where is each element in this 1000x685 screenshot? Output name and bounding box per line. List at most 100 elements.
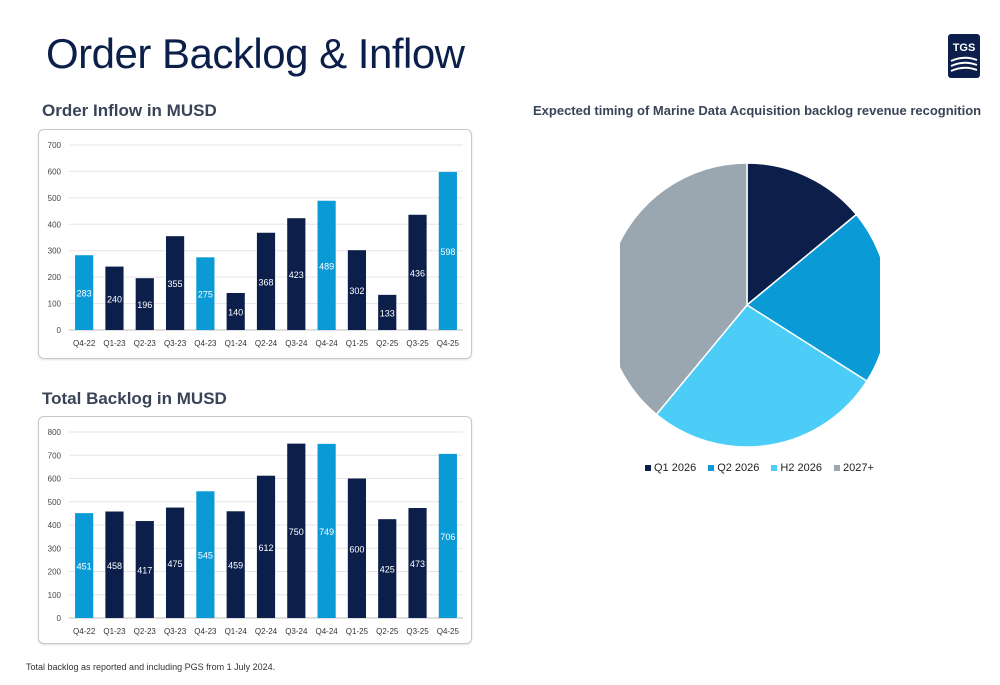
y-tick-label: 0 — [57, 614, 62, 623]
y-tick-label: 400 — [48, 220, 62, 229]
bar — [408, 214, 427, 330]
data-label: 473 — [410, 559, 425, 569]
pie-legend: Q1 2026 Q2 2026 H2 2026 2027+ — [645, 462, 874, 474]
data-label: 489 — [319, 261, 334, 271]
inflow-chart-title: Order Inflow in MUSD — [42, 101, 217, 120]
x-tick-label: Q2-25 — [376, 627, 399, 636]
data-label: 140 — [228, 308, 243, 318]
legend-label: Q1 2026 — [654, 462, 697, 474]
legend-swatch — [645, 465, 651, 471]
y-tick-label: 200 — [48, 568, 62, 577]
bar — [196, 257, 215, 330]
x-tick-label: Q4-22 — [73, 627, 96, 636]
legend-label: Q2 2026 — [717, 462, 760, 474]
bar — [317, 443, 336, 618]
y-tick-label: 100 — [48, 591, 62, 600]
data-label: 706 — [440, 532, 455, 542]
bar — [105, 511, 124, 618]
x-tick-label: Q3-24 — [285, 339, 308, 348]
logo-wave-1 — [950, 56, 978, 62]
x-tick-label: Q1-23 — [103, 627, 126, 636]
logo-text: TGS — [953, 42, 976, 54]
logo-wave-3 — [950, 66, 978, 72]
inflow-chart-frame: 0 100 200 300 400 500 600 700 283 Q4-22 240 Q1-23 19… — [38, 129, 472, 359]
x-tick-label: Q4-23 — [194, 627, 217, 636]
data-label: 749 — [319, 527, 334, 537]
logo-background — [948, 34, 980, 78]
data-label: 423 — [289, 270, 304, 280]
pie-chart-title: Expected timing of Marine Data Acquisiti… — [533, 103, 982, 118]
bar — [75, 255, 94, 330]
x-tick-label: Q3-23 — [164, 339, 187, 348]
x-tick-label: Q2-23 — [134, 627, 157, 636]
data-label: 368 — [258, 277, 273, 287]
x-tick-label: Q4-25 — [437, 339, 460, 348]
tgs-logo: TGS — [948, 34, 980, 78]
y-tick-label: 800 — [48, 428, 62, 437]
timing-pie-chart — [604, 162, 890, 448]
legend-item: Q1 2026 — [645, 462, 696, 474]
bar — [256, 232, 276, 330]
y-tick-label: 700 — [48, 141, 62, 150]
x-tick-label: Q2-25 — [376, 339, 399, 348]
legend-label: 2027+ — [843, 462, 874, 474]
bar — [226, 511, 245, 618]
data-label: 475 — [168, 559, 183, 569]
legend-label: H2 2026 — [780, 462, 822, 474]
x-tick-label: Q3-24 — [285, 627, 308, 636]
bar — [378, 294, 397, 330]
x-tick-label: Q4-25 — [437, 627, 460, 636]
y-tick-label: 500 — [48, 498, 62, 507]
y-tick-label: 700 — [48, 451, 62, 460]
bar — [105, 266, 124, 330]
page-title: Order Backlog & Inflow — [46, 30, 465, 77]
y-tick-label: 500 — [48, 194, 62, 203]
bar — [165, 236, 185, 330]
data-label: 436 — [410, 268, 425, 278]
x-tick-label: Q1-23 — [103, 339, 126, 348]
x-tick-label: Q3-23 — [164, 627, 187, 636]
data-label: 240 — [107, 294, 122, 304]
bar — [287, 218, 306, 330]
data-label: 283 — [77, 289, 92, 299]
bar — [196, 491, 215, 618]
data-label: 302 — [349, 286, 364, 296]
x-tick-label: Q3-25 — [406, 627, 429, 636]
x-tick-label: Q4-22 — [73, 339, 96, 348]
logo-wave-2 — [950, 61, 978, 67]
x-tick-label: Q4-24 — [315, 339, 338, 348]
data-label: 598 — [440, 247, 455, 257]
backlog-chart-frame: 0 100 200 300 400 500 600 700 800 451 Q4-22 458 Q1-2… — [38, 416, 472, 644]
pie-slice — [746, 162, 858, 307]
bar — [287, 443, 306, 618]
bar — [378, 519, 397, 618]
x-tick-label: Q2-24 — [255, 627, 278, 636]
bar — [165, 507, 185, 618]
x-tick-label: Q2-24 — [255, 339, 278, 348]
footnote: Total backlog as reported and including … — [26, 662, 276, 672]
x-tick-label: Q1-24 — [225, 627, 248, 636]
bar — [317, 200, 336, 330]
bar — [438, 171, 457, 330]
data-label: 196 — [137, 300, 152, 310]
backlog-chart: 0 100 200 300 400 500 600 700 800 451 Q4-22 458 Q1-2… — [48, 428, 463, 636]
data-label: 275 — [198, 290, 213, 300]
bar — [438, 453, 457, 618]
y-tick-label: 300 — [48, 247, 62, 256]
y-tick-label: 300 — [48, 544, 62, 553]
y-tick-label: 200 — [48, 273, 62, 282]
legend-swatch — [771, 465, 778, 471]
bar — [408, 508, 427, 618]
backlog-chart-title: Total Backlog in MUSD — [42, 389, 227, 408]
data-label: 133 — [380, 308, 395, 318]
pie-slice — [655, 304, 868, 448]
pie-chart-area — [604, 150, 890, 455]
data-label: 459 — [228, 561, 243, 571]
bar — [347, 250, 367, 330]
y-tick-label: 600 — [48, 167, 62, 176]
x-tick-label: Q1-25 — [346, 627, 369, 636]
bar — [347, 478, 367, 618]
data-label: 355 — [168, 279, 183, 289]
bar — [256, 475, 276, 618]
bar — [226, 293, 245, 330]
